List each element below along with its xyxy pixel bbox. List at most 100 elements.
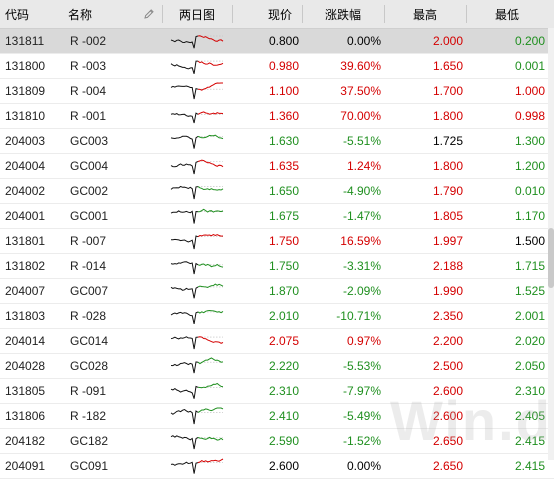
security-name: R -028 xyxy=(70,309,107,323)
two-day-sparkline xyxy=(162,454,232,478)
high-value: 1.725 xyxy=(432,134,463,148)
two-day-sparkline xyxy=(162,354,232,378)
table-row[interactable]: 204003 GC003 1.630 -5.51% 1.725 1.300 xyxy=(0,129,554,154)
change-percent: -5.51% xyxy=(342,134,381,148)
table-row[interactable]: 204028 GC028 2.220 -5.53% 2.500 2.050 xyxy=(0,354,554,379)
header-low[interactable]: 最低 xyxy=(494,7,519,22)
two-day-sparkline xyxy=(162,129,232,153)
low-value: 0.010 xyxy=(514,184,545,198)
header-divider xyxy=(302,5,303,23)
table-row[interactable]: 131810 R -001 1.360 70.00% 1.800 0.998 xyxy=(0,104,554,129)
table-row[interactable]: 131801 R -007 1.750 16.59% 1.997 1.500 xyxy=(0,229,554,254)
table-row[interactable]: 204007 GC007 1.870 -2.09% 1.990 1.525 xyxy=(0,279,554,304)
two-day-sparkline xyxy=(162,179,232,203)
security-code: 204004 xyxy=(5,159,46,173)
two-day-sparkline xyxy=(162,379,232,403)
table-row[interactable]: 131809 R -004 1.100 37.50% 1.700 1.000 xyxy=(0,79,554,104)
change-percent: -5.53% xyxy=(342,359,381,373)
security-code: 131810 xyxy=(5,109,46,123)
security-name: GC003 xyxy=(70,134,109,148)
security-name: R -182 xyxy=(70,409,107,423)
low-value: 0.001 xyxy=(514,59,545,73)
two-day-sparkline xyxy=(162,329,232,353)
two-day-sparkline xyxy=(162,54,232,78)
low-value: 0.998 xyxy=(514,109,545,123)
low-value: 0.200 xyxy=(514,34,545,48)
security-code: 131811 xyxy=(5,34,45,48)
two-day-sparkline xyxy=(162,29,232,53)
price-value: 1.360 xyxy=(268,109,299,123)
security-name: GC002 xyxy=(70,184,109,198)
table-row[interactable]: 131806 R -182 2.410 -5.49% 2.600 2.405 xyxy=(0,404,554,429)
two-day-sparkline xyxy=(162,304,232,328)
two-day-sparkline xyxy=(162,154,232,178)
security-code: 131805 xyxy=(5,384,46,398)
price-value: 2.600 xyxy=(268,459,299,473)
high-value: 1.800 xyxy=(432,159,463,173)
security-name: R -014 xyxy=(70,259,107,273)
security-code: 204182 xyxy=(5,434,46,448)
table-body: 131811 R -002 0.800 0.00% 2.000 0.200 131800 R … xyxy=(0,29,554,479)
security-name: GC182 xyxy=(70,434,109,448)
price-value: 1.750 xyxy=(268,234,299,248)
header-price[interactable]: 现价 xyxy=(267,7,292,22)
high-value: 2.650 xyxy=(432,434,463,448)
scrollbar-thumb[interactable] xyxy=(548,228,554,288)
change-percent: 70.00% xyxy=(340,109,381,123)
price-value: 0.980 xyxy=(268,59,299,73)
price-value: 1.635 xyxy=(268,159,299,173)
two-day-sparkline xyxy=(162,404,232,428)
low-value: 2.020 xyxy=(514,334,545,348)
table-row[interactable]: 204014 GC014 2.075 0.97% 2.200 2.020 xyxy=(0,329,554,354)
low-value: 1.000 xyxy=(514,84,545,98)
price-value: 2.310 xyxy=(268,384,299,398)
edit-icon[interactable] xyxy=(143,8,155,20)
header-divider xyxy=(466,5,467,23)
price-value: 2.220 xyxy=(268,359,299,373)
security-code: 131800 xyxy=(5,59,46,73)
price-value: 2.590 xyxy=(268,434,299,448)
high-value: 1.805 xyxy=(432,209,463,223)
high-value: 1.800 xyxy=(432,109,463,123)
low-value: 2.310 xyxy=(514,384,545,398)
header-code[interactable]: 代码 xyxy=(5,7,30,22)
low-value: 2.405 xyxy=(514,409,545,423)
change-percent: -4.90% xyxy=(342,184,381,198)
security-code: 204028 xyxy=(5,359,46,373)
security-code: 204003 xyxy=(5,134,46,148)
security-name: R -091 xyxy=(70,384,107,398)
low-value: 1.525 xyxy=(514,284,545,298)
header-name[interactable]: 名称 xyxy=(68,7,93,22)
table-row[interactable]: 131802 R -014 1.750 -3.31% 2.188 1.715 xyxy=(0,254,554,279)
table-row[interactable]: 131811 R -002 0.800 0.00% 2.000 0.200 xyxy=(0,29,554,54)
high-value: 1.997 xyxy=(432,234,463,248)
table-row[interactable]: 204182 GC182 2.590 -1.52% 2.650 2.415 xyxy=(0,429,554,454)
change-percent: -1.52% xyxy=(342,434,381,448)
security-code: 131802 xyxy=(5,259,46,273)
high-value: 2.650 xyxy=(432,459,463,473)
table-row[interactable]: 131800 R -003 0.980 39.60% 1.650 0.001 xyxy=(0,54,554,79)
security-name: GC028 xyxy=(70,359,109,373)
table-row[interactable]: 131803 R -028 2.010 -10.71% 2.350 2.001 xyxy=(0,304,554,329)
security-name: GC001 xyxy=(70,209,109,223)
header-high[interactable]: 最高 xyxy=(412,7,437,22)
high-value: 2.500 xyxy=(432,359,463,373)
table-row[interactable]: 204001 GC001 1.675 -1.47% 1.805 1.170 xyxy=(0,204,554,229)
high-value: 2.188 xyxy=(432,259,463,273)
change-percent: 16.59% xyxy=(340,234,381,248)
header-chart[interactable]: 两日图 xyxy=(178,7,215,22)
header-change[interactable]: 涨跌幅 xyxy=(324,7,361,22)
change-percent: -7.97% xyxy=(342,384,381,398)
table-row[interactable]: 131805 R -091 2.310 -7.97% 2.600 2.310 xyxy=(0,379,554,404)
change-percent: -10.71% xyxy=(336,309,381,323)
vertical-scrollbar[interactable] xyxy=(548,28,554,460)
header-divider xyxy=(162,5,163,23)
high-value: 1.790 xyxy=(432,184,463,198)
table-row[interactable]: 204091 GC091 2.600 0.00% 2.650 2.415 xyxy=(0,454,554,479)
high-value: 1.700 xyxy=(432,84,463,98)
price-value: 1.870 xyxy=(268,284,299,298)
security-name: R -007 xyxy=(70,234,107,248)
table-row[interactable]: 204004 GC004 1.635 1.24% 1.800 1.200 xyxy=(0,154,554,179)
high-value: 2.600 xyxy=(432,384,463,398)
table-row[interactable]: 204002 GC002 1.650 -4.90% 1.790 0.010 xyxy=(0,179,554,204)
